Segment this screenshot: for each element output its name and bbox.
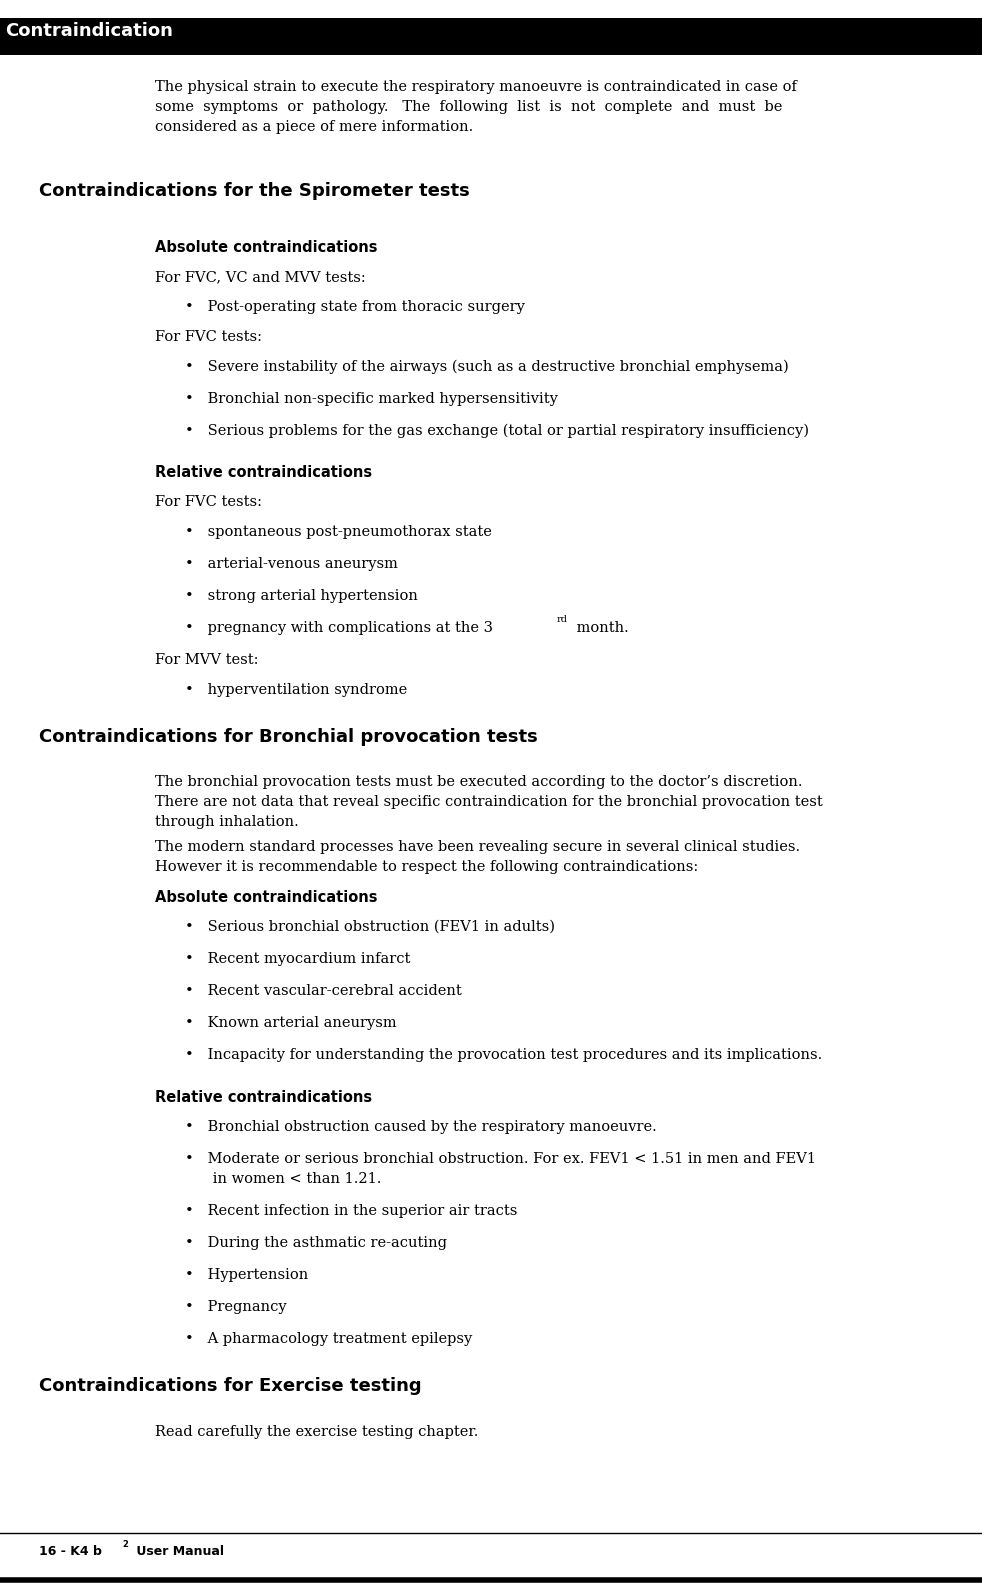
Text: •   Serious problems for the gas exchange (total or partial respiratory insuffic: • Serious problems for the gas exchange … bbox=[185, 425, 809, 439]
Text: •   A pharmacology treatment epilepsy: • A pharmacology treatment epilepsy bbox=[185, 1331, 472, 1346]
Text: •   pregnancy with complications at the 3: • pregnancy with complications at the 3 bbox=[185, 621, 493, 636]
Text: •   Moderate or serious bronchial obstruction. For ex. FEV1 < 1.51 in men and FE: • Moderate or serious bronchial obstruct… bbox=[185, 1152, 816, 1186]
Text: •   Recent myocardium infarct: • Recent myocardium infarct bbox=[185, 953, 410, 965]
Text: For FVC tests:: For FVC tests: bbox=[155, 330, 262, 344]
Text: Contraindications for the Spirometer tests: Contraindications for the Spirometer tes… bbox=[39, 182, 470, 200]
Text: The bronchial provocation tests must be executed according to the doctor’s discr: The bronchial provocation tests must be … bbox=[155, 775, 823, 829]
Text: •   Recent infection in the superior air tracts: • Recent infection in the superior air t… bbox=[185, 1205, 518, 1217]
Text: Relative contraindications: Relative contraindications bbox=[155, 1090, 372, 1105]
Text: •   arterial-venous aneurysm: • arterial-venous aneurysm bbox=[185, 556, 398, 571]
Text: For FVC tests:: For FVC tests: bbox=[155, 495, 262, 509]
Text: Contraindications for Bronchial provocation tests: Contraindications for Bronchial provocat… bbox=[39, 728, 538, 747]
Text: 16 - K4 b: 16 - K4 b bbox=[39, 1545, 102, 1558]
Text: •   hyperventilation syndrome: • hyperventilation syndrome bbox=[185, 683, 408, 697]
Text: •   Known arterial aneurysm: • Known arterial aneurysm bbox=[185, 1016, 397, 1030]
Text: 2: 2 bbox=[122, 1541, 128, 1549]
Text: For FVC, VC and MVV tests:: For FVC, VC and MVV tests: bbox=[155, 269, 365, 284]
Text: •   Hypertension: • Hypertension bbox=[185, 1268, 308, 1282]
Text: User Manual: User Manual bbox=[132, 1545, 224, 1558]
Text: Absolute contraindications: Absolute contraindications bbox=[155, 239, 377, 255]
Text: For MVV test:: For MVV test: bbox=[155, 653, 258, 667]
Text: The physical strain to execute the respiratory manoeuvre is contraindicated in c: The physical strain to execute the respi… bbox=[155, 79, 796, 135]
Text: •   Serious bronchial obstruction (FEV1 in adults): • Serious bronchial obstruction (FEV1 in… bbox=[185, 919, 555, 934]
Text: month.: month. bbox=[572, 621, 628, 636]
Text: rd: rd bbox=[557, 615, 568, 624]
Text: •   Bronchial non-specific marked hypersensitivity: • Bronchial non-specific marked hypersen… bbox=[185, 391, 558, 406]
Text: •   Recent vascular-cerebral accident: • Recent vascular-cerebral accident bbox=[185, 984, 462, 999]
Text: •   Post-operating state from thoracic surgery: • Post-operating state from thoracic sur… bbox=[185, 300, 524, 314]
Text: •   Bronchial obstruction caused by the respiratory manoeuvre.: • Bronchial obstruction caused by the re… bbox=[185, 1121, 657, 1133]
FancyBboxPatch shape bbox=[0, 17, 982, 55]
Text: Relative contraindications: Relative contraindications bbox=[155, 464, 372, 480]
Text: Read carefully the exercise testing chapter.: Read carefully the exercise testing chap… bbox=[155, 1425, 478, 1439]
Text: •   Pregnancy: • Pregnancy bbox=[185, 1300, 287, 1314]
Text: •   strong arterial hypertension: • strong arterial hypertension bbox=[185, 590, 418, 602]
Text: •   Incapacity for understanding the provocation test procedures and its implica: • Incapacity for understanding the provo… bbox=[185, 1048, 822, 1062]
Text: Contraindication: Contraindication bbox=[5, 22, 173, 40]
Text: The modern standard processes have been revealing secure in several clinical stu: The modern standard processes have been … bbox=[155, 840, 800, 873]
Text: •   During the asthmatic re-acuting: • During the asthmatic re-acuting bbox=[185, 1236, 447, 1251]
Text: Contraindications for Exercise testing: Contraindications for Exercise testing bbox=[39, 1377, 422, 1395]
Text: •   Severe instability of the airways (such as a destructive bronchial emphysema: • Severe instability of the airways (suc… bbox=[185, 360, 789, 374]
Text: Absolute contraindications: Absolute contraindications bbox=[155, 891, 377, 905]
Text: •   spontaneous post-pneumothorax state: • spontaneous post-pneumothorax state bbox=[185, 525, 492, 539]
